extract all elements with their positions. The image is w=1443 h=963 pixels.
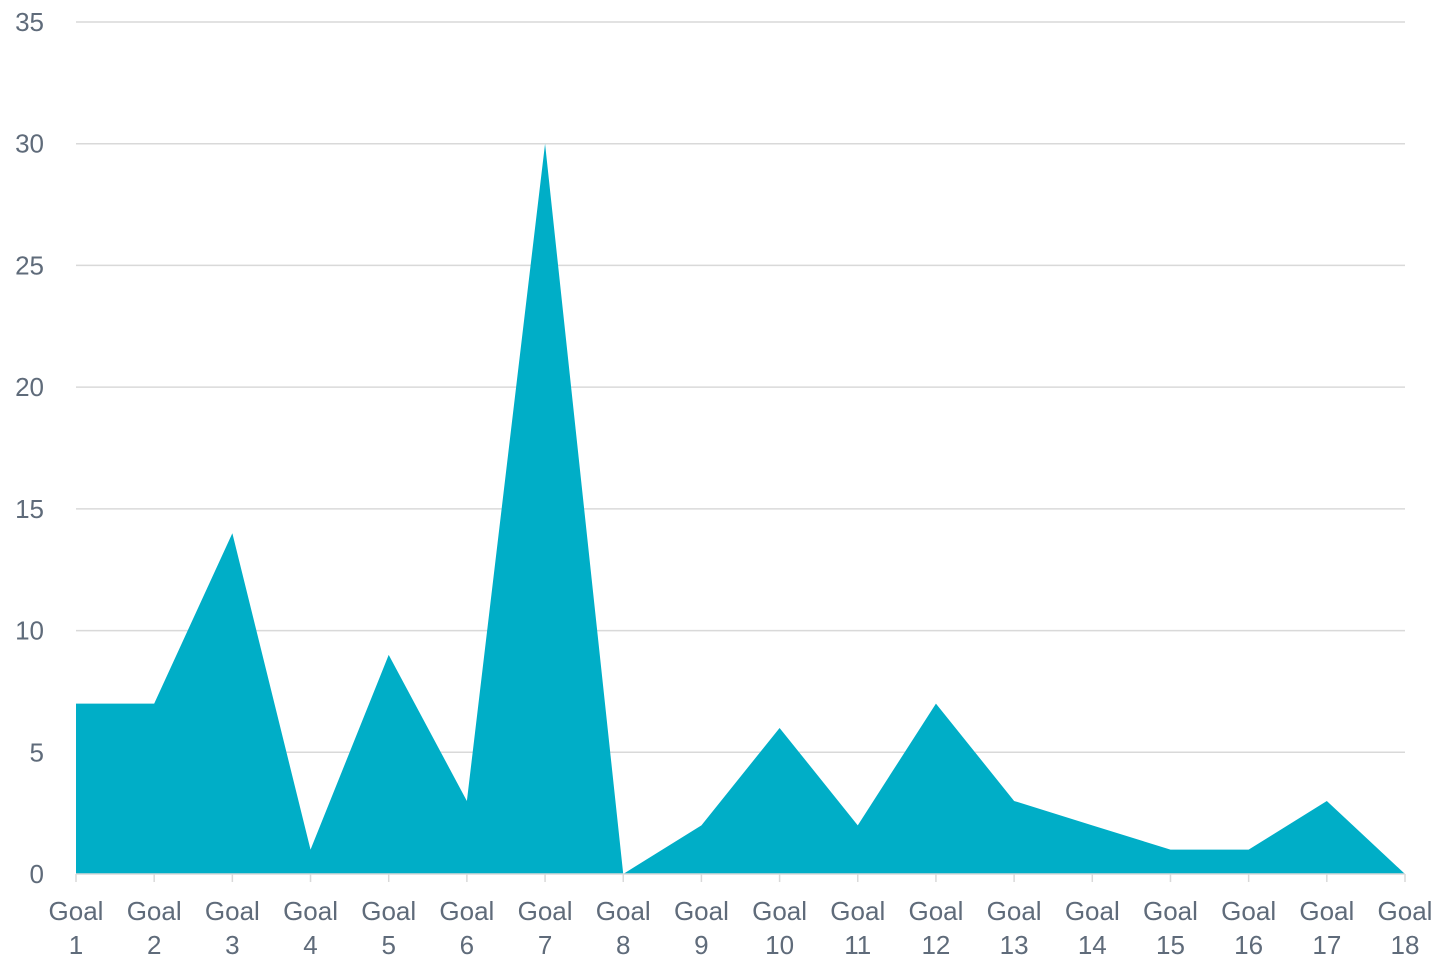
- area-fill: [76, 143, 1405, 874]
- y-tick-label: 5: [30, 737, 44, 767]
- x-axis: [75, 873, 1406, 882]
- y-axis-tick-labels: 0 5 10 15 20 25 30 35: [15, 7, 44, 889]
- gridlines: [76, 21, 1405, 754]
- y-tick-label: 20: [15, 372, 44, 402]
- x-tick-label: Goal 9: [674, 896, 729, 960]
- x-tick-label: Goal 1: [49, 896, 104, 960]
- x-tick-label: Goal 12: [908, 896, 963, 960]
- x-tick-label: Goal 8: [596, 896, 651, 960]
- x-axis-tick-labels: Goal 1 Goal 2 Goal 3 Goal 4 Goal 5 Goal 6 Goal 7 Goal 8…: [49, 896, 1433, 960]
- y-tick-label: 30: [15, 129, 44, 159]
- x-tick-label: Goal 5: [361, 896, 416, 960]
- x-tick-label: Goal 6: [439, 896, 494, 960]
- y-tick-label: 0: [30, 859, 44, 889]
- x-tick-label: Goal 16: [1221, 896, 1276, 960]
- y-tick-label: 25: [15, 250, 44, 280]
- x-tick-label: Goal 15: [1143, 896, 1198, 960]
- x-tick-label: Goal 3: [205, 896, 260, 960]
- y-tick-label: 35: [15, 7, 44, 37]
- x-tick-label: Goal 17: [1299, 896, 1354, 960]
- y-tick-label: 15: [15, 494, 44, 524]
- y-tick-label: 10: [15, 616, 44, 646]
- x-tick-label: Goal 2: [127, 896, 182, 960]
- x-tick-label: Goal 13: [987, 896, 1042, 960]
- x-tick-label: Goal 7: [518, 896, 573, 960]
- x-tick-label: Goal 14: [1065, 896, 1120, 960]
- x-tick-label: Goal 4: [283, 896, 338, 960]
- x-tick-label: Goal 11: [830, 896, 885, 960]
- x-tick-label: Goal 18: [1378, 896, 1433, 960]
- area-series: [76, 143, 1405, 874]
- x-tick-label: Goal 10: [752, 896, 807, 960]
